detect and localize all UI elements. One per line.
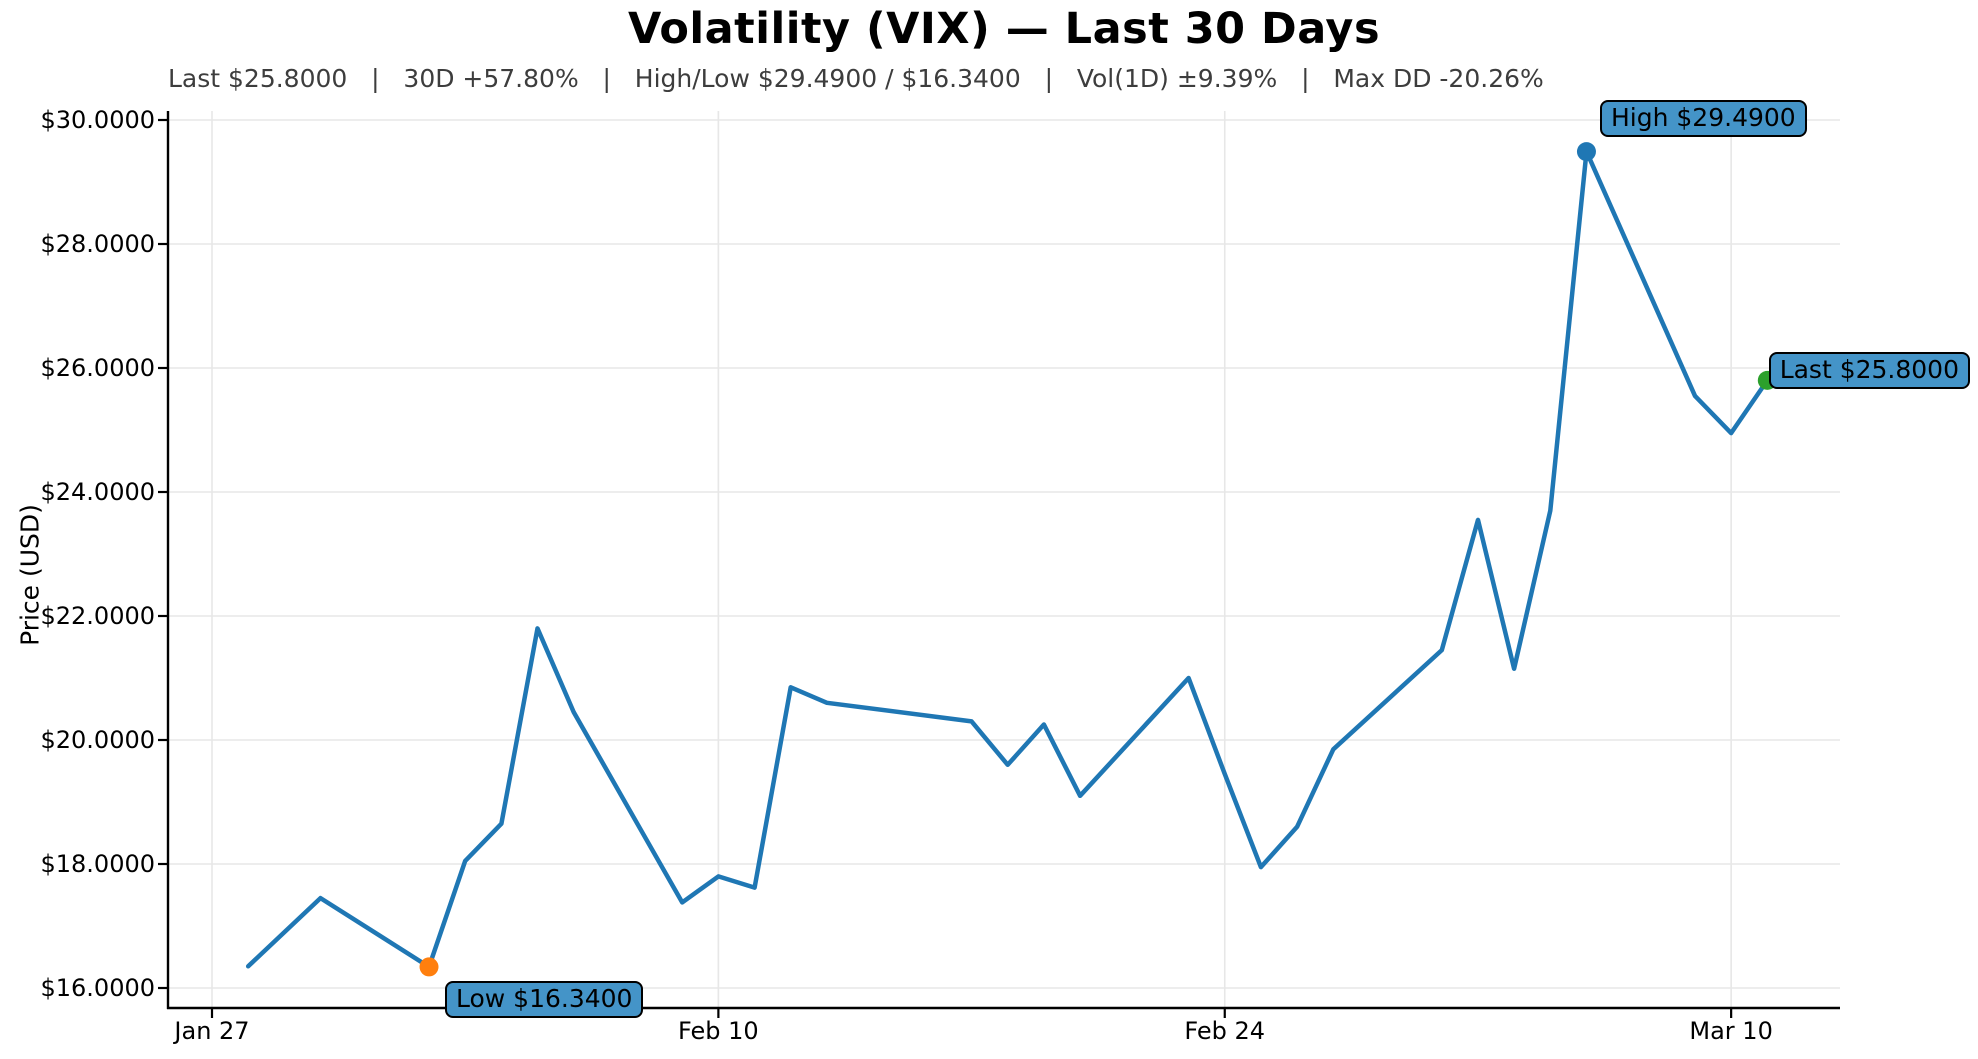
chart-subtitle-stats: Last $25.8000 | 30D +57.80% | High/Low $… [168,64,1544,93]
y-tick-label: $16.0000 [40,974,155,1002]
low-annotation: Low $16.3400 [445,981,644,1018]
y-tick-label: $22.0000 [40,602,155,630]
x-tick-label: Mar 10 [1689,1017,1773,1045]
high-annotation: High $29.4900 [1600,100,1807,137]
y-tick-label: $26.0000 [40,354,155,382]
high-marker [1576,142,1596,162]
x-tick-label: Feb 24 [1184,1017,1266,1045]
y-tick-label: $20.0000 [40,726,155,754]
x-tick-label: Feb 10 [678,1017,759,1045]
y-tick-label: $28.0000 [40,230,155,258]
low-marker [419,957,439,977]
price-line [245,149,1770,970]
last-annotation: Last $25.8000 [1768,352,1970,389]
chart-title: Volatility (VIX) — Last 30 Days [627,4,1381,54]
x-tick-label: Jan 27 [174,1017,250,1045]
y-tick-label: $18.0000 [40,850,155,878]
y-tick-label: $24.0000 [40,478,155,506]
y-tick-label: $30.0000 [40,106,155,134]
